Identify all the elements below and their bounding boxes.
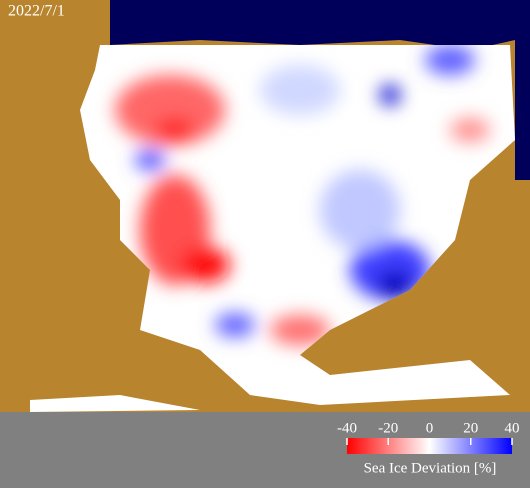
colorbar-tick-label: 0 <box>426 420 434 436</box>
colorbar-label: Sea Ice Deviation [%] <box>364 460 497 476</box>
colorbar-tick-label: -20 <box>378 420 398 436</box>
outer-space <box>110 0 530 180</box>
colorbar-tick-label: 20 <box>463 420 478 436</box>
colorbar-tick-label: 40 <box>505 420 520 436</box>
sea-ice-field <box>80 45 515 405</box>
deviation-blobs <box>115 45 490 345</box>
colorbar-tick-label: -40 <box>337 420 357 436</box>
date-label: 2022/7/1 <box>8 3 65 20</box>
coast-ice <box>30 395 200 412</box>
